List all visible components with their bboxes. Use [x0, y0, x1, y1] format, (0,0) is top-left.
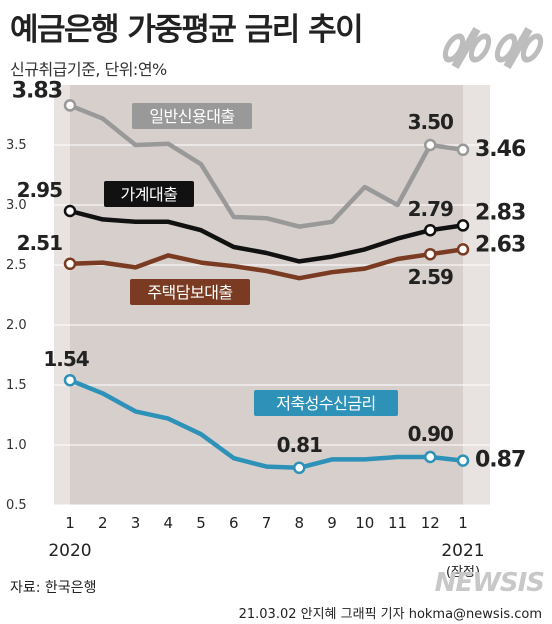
series-name-label: 주택담보대출: [147, 283, 232, 302]
year-label: 2020: [48, 541, 91, 561]
x-tick-label: 10: [355, 514, 374, 532]
y-tick-label: 3.5: [6, 138, 27, 153]
series-line: [67, 208, 466, 264]
chart-title: 예금은행 가중평균 금리 추이: [10, 12, 364, 48]
series-name-box: [132, 103, 252, 129]
series-name-label: 가계대출: [121, 185, 178, 204]
data-label: 1.54: [43, 347, 88, 371]
data-point: [63, 99, 77, 112]
data-label: 2.79: [408, 197, 453, 221]
percent-sign-icon: [442, 26, 544, 70]
data-point: [456, 143, 470, 157]
plot-band: [70, 85, 463, 505]
data-point: [424, 138, 437, 152]
chart-subtitle: 신규취급기준, 단위:연%: [10, 60, 167, 79]
x-tick-label: 7: [262, 514, 272, 532]
y-tick-label: 0.5: [6, 498, 27, 513]
y-tick-label: 3.0: [6, 198, 27, 213]
data-label: 0.87: [475, 448, 525, 473]
credit-line: 21.03.02 안지혜 그래픽 기자 hokma@newsis.com: [238, 607, 542, 622]
data-label: 3.50: [408, 110, 453, 134]
x-tick-label: 12: [421, 514, 440, 532]
x-tick-label: 1: [458, 514, 468, 532]
y-tick-label: 2.5: [6, 258, 27, 273]
x-tick-label: 1: [65, 514, 75, 532]
x-tick-label: 11: [388, 514, 407, 532]
x-tick-label: 2: [98, 514, 108, 532]
y-tick-label: 2.0: [6, 318, 27, 333]
year-label: 2021: [441, 541, 484, 561]
data-label: 0.81: [277, 433, 322, 457]
x-tick-label: 6: [229, 514, 239, 532]
data-point: [293, 461, 306, 475]
data-point: [63, 373, 77, 387]
series-name-label: 저축성수신금리: [276, 394, 376, 413]
data-label: 2.95: [17, 178, 62, 202]
data-point: [424, 223, 437, 237]
data-point: [456, 243, 470, 256]
series-name-box: [254, 390, 398, 416]
data-label: 2.83: [475, 200, 525, 225]
data-point: [63, 204, 77, 218]
series-line: [67, 377, 466, 471]
x-tick-label: 8: [294, 514, 304, 532]
y-tick-label: 1.0: [6, 438, 27, 453]
x-tick-label: 5: [196, 514, 206, 532]
data-point: [456, 219, 470, 232]
data-label: 2.51: [17, 231, 62, 255]
data-point: [456, 454, 470, 467]
data-label: 2.59: [408, 265, 453, 289]
data-label: 3.46: [475, 137, 526, 162]
series-name-label: 일반신용대출: [149, 107, 234, 126]
watermark-logo: NEWSIS: [434, 568, 545, 598]
data-label: 2.63: [475, 232, 525, 257]
y-tick-label: 1.5: [6, 378, 27, 393]
x-tick-label: 4: [163, 514, 173, 532]
series-line: [67, 103, 466, 229]
data-point: [424, 450, 437, 464]
x-tick-label: 3: [131, 514, 141, 532]
x-tick-label: 9: [327, 514, 337, 532]
source-note: 자료: 한국은행: [10, 580, 97, 596]
data-label: 3.83: [12, 78, 62, 103]
series-name-box: [130, 279, 250, 305]
provisional-note: (잠정): [446, 565, 480, 580]
data-point: [63, 257, 77, 271]
series-line: [67, 247, 466, 281]
data-label: 0.90: [408, 422, 453, 446]
data-point: [424, 247, 437, 261]
series-name-box: [104, 181, 194, 207]
